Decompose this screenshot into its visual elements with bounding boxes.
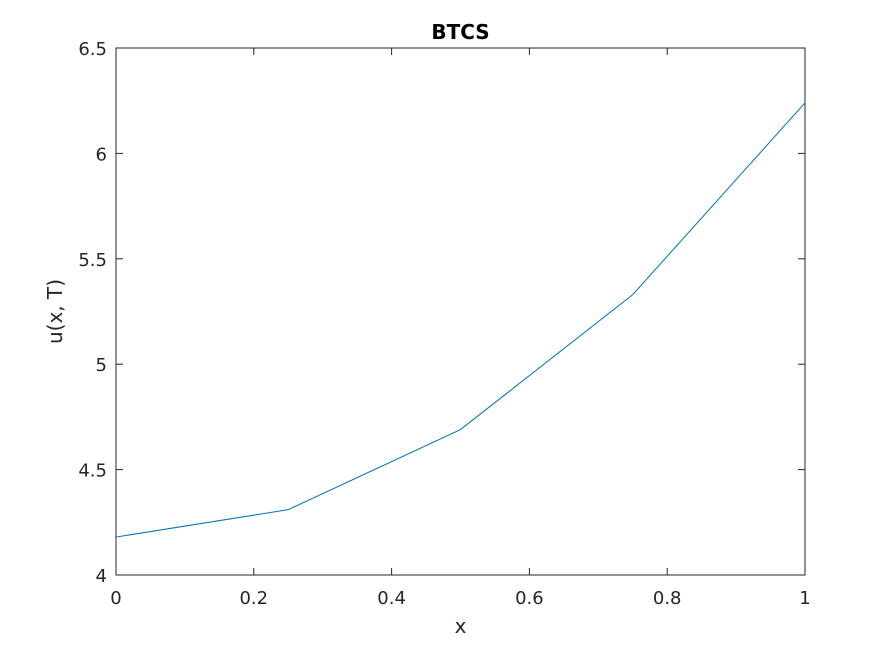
x-axis-label: x <box>455 614 467 638</box>
x-tick-label: 0.2 <box>239 588 268 609</box>
x-tick-label: 1 <box>799 588 810 609</box>
y-tick-label: 4 <box>96 566 107 587</box>
x-ticks: 0 0.2 0.4 0.6 0.8 1 <box>110 48 811 609</box>
x-tick-label: 0.6 <box>515 588 544 609</box>
y-ticks: 4 4.5 5 5.5 6 6.5 <box>78 39 805 587</box>
series-line <box>115 102 806 538</box>
x-tick-label: 0 <box>110 588 121 609</box>
y-tick-label: 4.5 <box>78 461 107 482</box>
y-tick-label: 6 <box>96 144 107 165</box>
y-axis-label: u(x, T) <box>43 279 67 344</box>
chart-title: BTCS <box>431 20 489 44</box>
series-group <box>115 102 806 538</box>
y-tick-label: 5.5 <box>78 250 107 271</box>
x-tick-label: 0.4 <box>377 588 406 609</box>
x-tick-label: 0.8 <box>653 588 682 609</box>
plot-area <box>115 47 806 576</box>
y-tick-label: 6.5 <box>78 39 107 60</box>
y-tick-label: 5 <box>96 355 107 376</box>
